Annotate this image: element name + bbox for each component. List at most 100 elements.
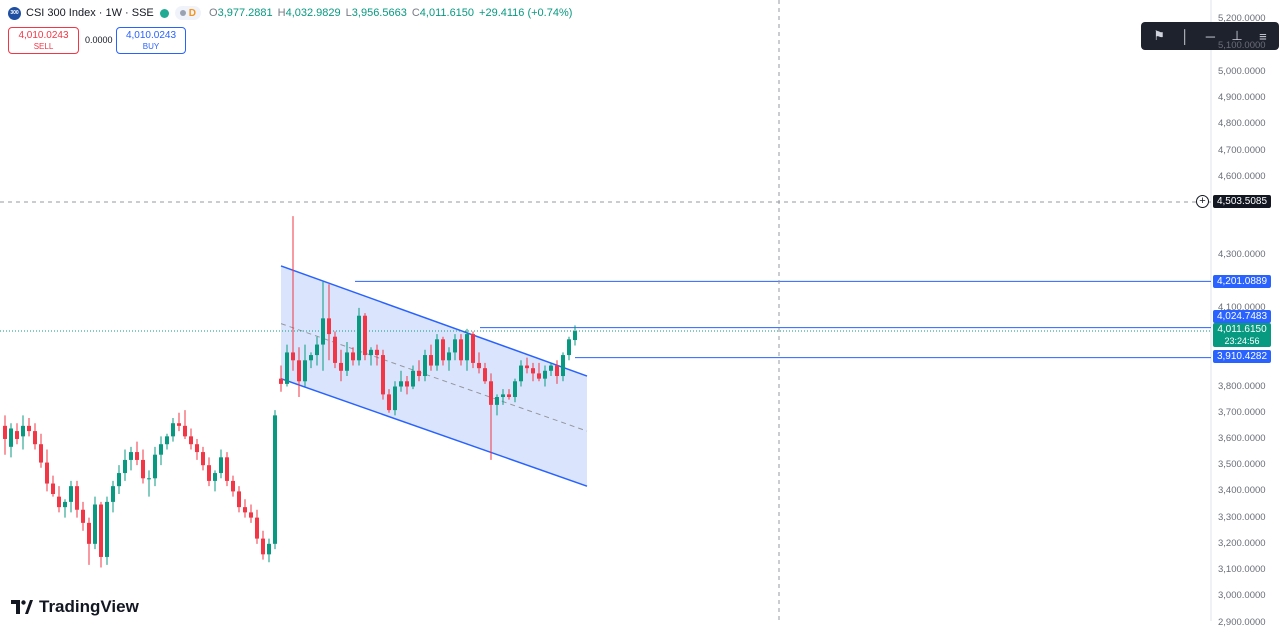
candle	[273, 410, 277, 550]
candle	[105, 496, 109, 565]
candle-body	[213, 473, 217, 481]
candle	[123, 449, 127, 481]
candle-body	[321, 318, 325, 345]
candle-body	[441, 339, 445, 361]
candle-body	[21, 425, 25, 437]
candle-body	[93, 504, 97, 544]
candle-body	[291, 352, 295, 361]
candle	[429, 344, 433, 371]
candle-body	[75, 486, 79, 510]
candle	[225, 452, 229, 487]
candle	[519, 360, 523, 387]
candle-body	[525, 365, 529, 369]
candle	[249, 504, 253, 523]
candle	[303, 344, 307, 387]
candle	[297, 347, 301, 398]
brand-name: TradingView	[39, 597, 139, 616]
candle	[549, 362, 553, 377]
candle-body	[165, 436, 169, 445]
candle	[111, 480, 115, 513]
channel-upper-line	[280, 265, 588, 377]
candle	[141, 449, 145, 484]
candle-body	[111, 486, 115, 502]
candle-body	[207, 465, 211, 481]
candle-body	[39, 444, 43, 463]
candle	[117, 465, 121, 495]
candle	[573, 325, 577, 346]
add-alert-plus-icon[interactable]: +	[1196, 195, 1209, 208]
candle-body	[549, 365, 553, 371]
data-mode-badge[interactable]: D	[174, 6, 202, 20]
candle	[75, 480, 79, 518]
price-tick-label: 4,700.0000	[1218, 144, 1266, 156]
candle-body	[267, 543, 271, 555]
candle	[375, 344, 379, 366]
candle	[267, 538, 271, 563]
candle-body	[471, 334, 475, 363]
candle	[3, 415, 7, 455]
level-high-label: 4,201.0889	[1213, 275, 1271, 288]
bar-countdown: 23:24:56	[1213, 336, 1271, 347]
candle-body	[447, 352, 451, 361]
candle-body	[297, 360, 301, 382]
tradingview-logo: TradingView	[11, 597, 139, 617]
candle-body	[507, 394, 511, 398]
candle-body	[129, 452, 133, 460]
candle-body	[183, 425, 187, 437]
candle	[381, 349, 385, 400]
candle-body	[159, 444, 163, 455]
candle	[57, 486, 61, 513]
candle	[135, 441, 139, 466]
candle-body	[501, 394, 505, 398]
spread-value: 0.0000	[85, 35, 113, 45]
horizontal-line-icon[interactable]: ─	[1205, 28, 1216, 44]
candle	[237, 486, 241, 513]
drawing-toolbar: ⚑ │ ─ ⊥ ≡	[1141, 22, 1279, 50]
more-icon[interactable]: ≡	[1259, 28, 1267, 44]
candle-body	[513, 381, 517, 398]
price-tick-label: 5,200.0000	[1218, 13, 1266, 25]
candle	[213, 470, 217, 492]
candle	[261, 530, 265, 560]
candle-body	[15, 431, 19, 439]
candle	[45, 449, 49, 492]
price-tick-label: 3,700.0000	[1218, 406, 1266, 418]
candle	[9, 423, 13, 458]
candle	[165, 433, 169, 450]
candle-body	[405, 381, 409, 387]
price-tick-label: 4,600.0000	[1218, 170, 1266, 182]
price-range-icon[interactable]: ⊥	[1231, 28, 1243, 43]
candle	[285, 344, 289, 387]
candle	[201, 446, 205, 471]
candle	[147, 470, 151, 497]
candle	[561, 352, 565, 382]
candle-body	[33, 431, 37, 445]
candle-body	[141, 459, 145, 479]
candle-body	[63, 501, 67, 508]
sell-button[interactable]: 4,010.0243 SELL	[8, 27, 79, 54]
candle-body	[567, 339, 571, 356]
candle-body	[555, 365, 559, 377]
candle-body	[333, 336, 337, 363]
candle	[279, 365, 283, 392]
price-tick-label: 5,000.0000	[1218, 65, 1266, 77]
candle-body	[279, 378, 283, 384]
symbol-title[interactable]: CSI 300 Index · 1W · SSE	[26, 7, 154, 19]
vertical-line-icon[interactable]: │	[1181, 28, 1190, 44]
candle	[87, 517, 91, 565]
price-tick-label: 3,200.0000	[1218, 537, 1266, 549]
candle-body	[429, 355, 433, 366]
buy-price: 4,010.0243	[125, 29, 177, 41]
buy-button[interactable]: 4,010.0243 BUY	[116, 27, 186, 54]
candle	[423, 349, 427, 382]
candle	[525, 357, 529, 374]
candle-body	[423, 355, 427, 377]
candle-body	[561, 355, 565, 377]
flag-line-icon[interactable]: ⚑	[1153, 28, 1165, 43]
status-dot-icon	[179, 10, 186, 16]
candle	[63, 499, 67, 518]
price-tick-label: 3,100.0000	[1218, 564, 1266, 576]
candle	[459, 334, 463, 366]
